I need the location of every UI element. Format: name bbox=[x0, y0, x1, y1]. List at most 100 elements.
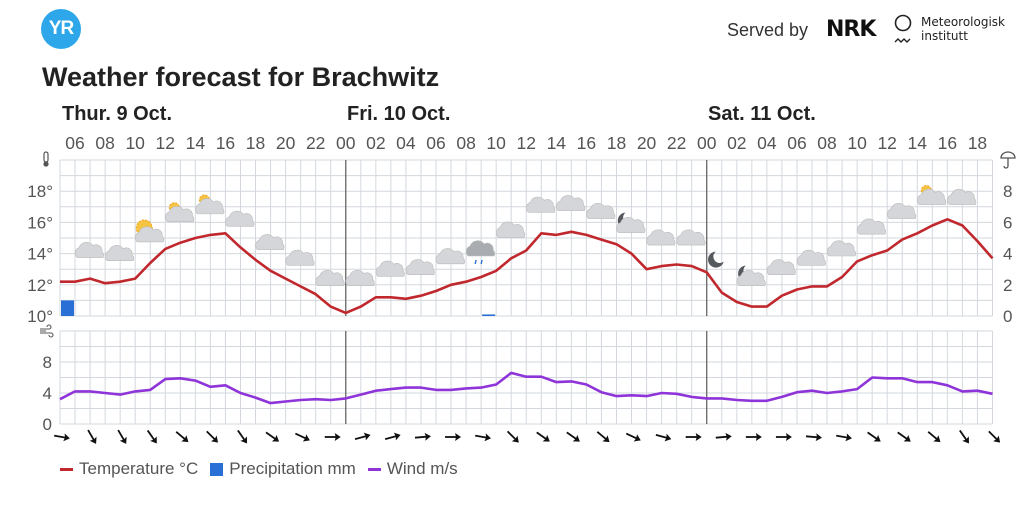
clear-night-icon bbox=[708, 251, 724, 268]
hour-label: 02 bbox=[727, 133, 746, 153]
wind-direction-arrow-icon bbox=[414, 432, 431, 441]
day-label-sat: Sat. 11 Oct. bbox=[708, 103, 816, 125]
precipitation-tick-label: 6 bbox=[1003, 213, 1012, 232]
arrow-head bbox=[302, 434, 310, 442]
met-logo-text[interactable]: Meteorologisk institutt bbox=[921, 15, 1005, 43]
yr-logo-text: YR bbox=[48, 18, 74, 39]
arrow-head bbox=[89, 436, 97, 444]
arrow-head bbox=[150, 436, 157, 444]
wind-direction-arrow-icon bbox=[87, 429, 97, 444]
cloudy-icon bbox=[766, 259, 796, 276]
precipitation-tick-label: 0 bbox=[1003, 307, 1012, 326]
wind-direction-arrow-icon bbox=[685, 433, 702, 441]
thermometer-body bbox=[43, 151, 49, 163]
hour-label: 18 bbox=[607, 133, 626, 153]
cloudy-icon bbox=[526, 196, 556, 213]
wind-direction-arrow-icon bbox=[596, 431, 610, 443]
hour-label: 12 bbox=[517, 133, 536, 153]
arrow-shaft bbox=[206, 430, 217, 442]
cloud-shape bbox=[676, 229, 706, 246]
arrow-head bbox=[633, 434, 641, 442]
thermometer-icon bbox=[43, 151, 49, 167]
nrk-logo[interactable]: NRK bbox=[826, 17, 876, 42]
cloud-shape bbox=[556, 195, 586, 212]
served-by-label: Served by bbox=[727, 20, 809, 40]
arrow-shaft bbox=[596, 431, 608, 441]
arrow-shaft bbox=[655, 434, 669, 440]
cloud-shape bbox=[857, 218, 886, 235]
hour-label: 14 bbox=[186, 133, 206, 153]
precipitation-tick-label: 4 bbox=[1003, 245, 1012, 264]
wind-direction-arrow-icon bbox=[384, 432, 401, 441]
wind-direction-arrow-icon bbox=[206, 430, 219, 443]
temperature-tick-label: 18° bbox=[27, 182, 53, 201]
legend-temperature[interactable]: Temperature °C bbox=[60, 459, 198, 479]
precipitation-swatch bbox=[210, 462, 224, 476]
hour-label: 16 bbox=[938, 133, 957, 153]
arrow-shaft bbox=[959, 429, 969, 442]
thermometer-bulb bbox=[43, 161, 49, 167]
hour-label: 04 bbox=[757, 133, 777, 153]
hour-label: 08 bbox=[456, 133, 475, 153]
wind-tick-label: 8 bbox=[43, 353, 52, 372]
hour-label: 20 bbox=[637, 133, 657, 153]
rain-icon bbox=[465, 240, 495, 265]
cloud-shape bbox=[526, 196, 556, 213]
wind-direction-arrow-icon bbox=[625, 432, 641, 442]
wind-direction-arrow-icon bbox=[445, 433, 462, 441]
met-line1: Meteorologisk bbox=[921, 15, 1006, 29]
arrow-head bbox=[993, 435, 1001, 443]
cloudy-icon bbox=[315, 270, 345, 286]
arrow-shaft bbox=[265, 431, 278, 441]
umbrella-handle bbox=[1003, 158, 1009, 169]
cloudy-icon bbox=[496, 221, 526, 238]
legend-wind[interactable]: Wind m/s bbox=[367, 459, 458, 479]
wind-direction-arrow-icon bbox=[566, 431, 580, 442]
hour-label: 14 bbox=[908, 133, 928, 153]
cloud-shape bbox=[586, 203, 616, 219]
cloudy-icon bbox=[105, 245, 134, 261]
arrow-head bbox=[873, 434, 881, 442]
arrow-head bbox=[755, 433, 762, 441]
wind-direction-arrow-icon bbox=[117, 429, 127, 444]
cloud-shape bbox=[435, 248, 465, 265]
page-title: Weather forecast for Brachwitz bbox=[42, 62, 440, 92]
precipitation-bar bbox=[482, 314, 496, 316]
temperature-swatch bbox=[60, 467, 73, 471]
hour-label: 06 bbox=[65, 133, 84, 153]
nrk-logo-text: NRK bbox=[826, 17, 876, 42]
arrow-shaft bbox=[805, 435, 820, 439]
arrow-shaft bbox=[897, 431, 909, 441]
arrow-shaft bbox=[384, 434, 398, 440]
arrow-head bbox=[664, 433, 672, 442]
temperature-tick-label: 10° bbox=[27, 307, 53, 326]
arrow-shaft bbox=[414, 435, 429, 439]
hour-label: 12 bbox=[877, 133, 896, 153]
umbrella-icon bbox=[1000, 151, 1016, 169]
arrow-shaft bbox=[117, 429, 126, 442]
wind-icon bbox=[40, 324, 54, 338]
cloudy-icon bbox=[676, 229, 706, 246]
cloud-shape bbox=[105, 245, 134, 261]
cloud-shape bbox=[766, 259, 796, 276]
precipitation-tick-label: 8 bbox=[1003, 182, 1012, 201]
legend-precipitation-label: Precipitation mm bbox=[229, 459, 356, 478]
legend-precipitation[interactable]: Precipitation mm bbox=[210, 459, 356, 479]
arrow-head bbox=[933, 435, 941, 443]
raindrops bbox=[474, 259, 483, 265]
cloudy-icon bbox=[285, 249, 315, 266]
cloudy-icon bbox=[556, 195, 586, 212]
umbrella-canopy bbox=[1000, 151, 1016, 159]
hour-label: 08 bbox=[817, 133, 836, 153]
cloud-shape bbox=[736, 270, 766, 286]
hour-label: 10 bbox=[125, 133, 145, 153]
arrow-head bbox=[815, 433, 822, 442]
cloudy-icon bbox=[586, 203, 616, 219]
wind-tick-label: 0 bbox=[43, 415, 52, 434]
hour-label: 00 bbox=[336, 133, 356, 153]
yr-logo[interactable]: YR bbox=[41, 9, 81, 49]
wind-direction-arrow-icon bbox=[745, 433, 762, 441]
cloudy-icon bbox=[857, 218, 886, 235]
hour-label: 10 bbox=[847, 133, 867, 153]
cloud-shape bbox=[345, 270, 375, 286]
